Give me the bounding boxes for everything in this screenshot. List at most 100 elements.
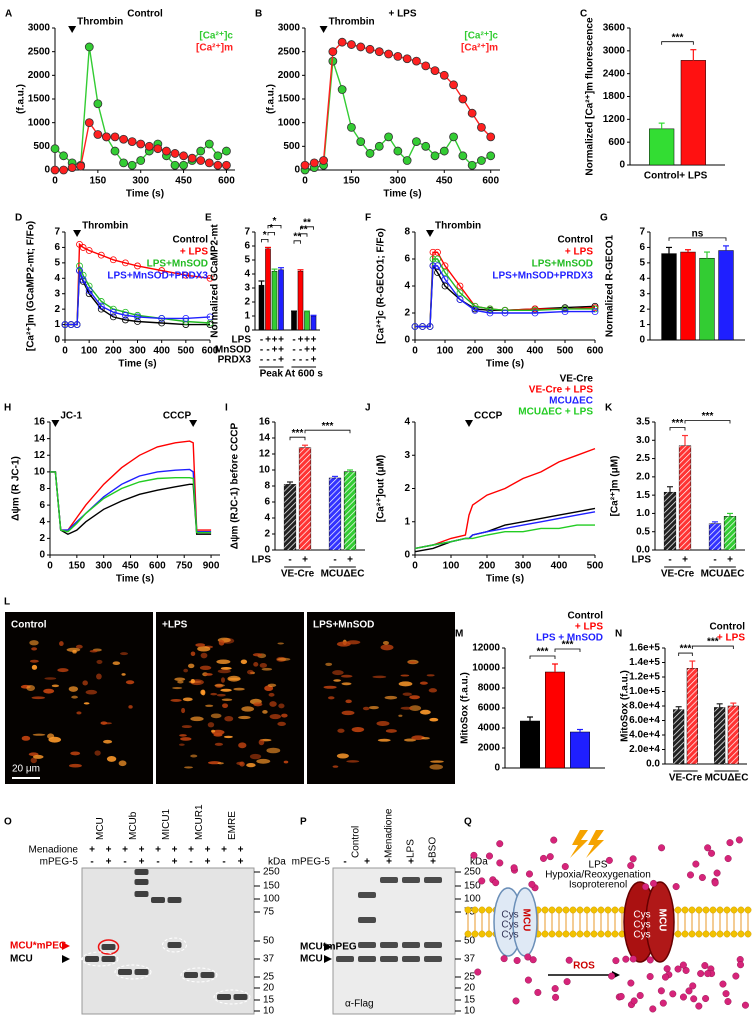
data-point	[170, 149, 180, 158]
x-tick-label: 100	[437, 346, 454, 357]
y-tick-label: 12000	[472, 643, 500, 654]
x-axis-label: Time (s)	[486, 574, 524, 585]
y-tick-label: 8000	[478, 683, 501, 694]
band	[424, 956, 442, 962]
y-tick-label: 2	[39, 533, 45, 544]
ladder-label: 150	[263, 881, 280, 892]
residue-label: Cys	[501, 920, 518, 931]
lipid-head	[478, 906, 486, 914]
group-label: VE-Cre	[281, 569, 315, 580]
band-label: MCU	[10, 954, 33, 965]
bar-hatch	[329, 478, 341, 550]
significance-label: ***	[672, 32, 684, 43]
sign: +	[172, 845, 178, 856]
bar-hatch	[679, 445, 691, 550]
lipid-head	[569, 906, 577, 914]
event-marker	[73, 230, 82, 237]
y-tick-label: 1.5	[636, 490, 650, 501]
ladder-label: 37	[263, 954, 275, 965]
series-line	[414, 524, 595, 550]
y-tick-label: 12	[259, 449, 271, 460]
band-arrow	[62, 942, 70, 950]
calcium-ion	[657, 987, 665, 995]
mito-signal	[277, 657, 291, 661]
y-tick-label: 6	[639, 242, 645, 253]
bar	[297, 270, 304, 331]
significance-label: **	[303, 217, 311, 228]
legend-entry: [Ca²⁺]m	[196, 43, 233, 54]
data-point	[374, 141, 384, 151]
y-tick-label: 500	[33, 141, 50, 152]
band	[167, 942, 182, 948]
event-label: Thrombin	[329, 17, 375, 28]
sign: +	[139, 857, 145, 868]
mito-signal	[385, 729, 397, 733]
mito-signal	[336, 753, 349, 759]
data-point	[477, 156, 486, 165]
lipid-head	[576, 930, 584, 938]
mito-signal	[240, 659, 248, 665]
mito-signal	[190, 679, 195, 684]
lipid-head	[583, 906, 591, 914]
data-point	[158, 267, 166, 274]
data-point	[84, 118, 94, 128]
data-point	[319, 156, 328, 165]
mito-signal	[94, 750, 101, 756]
calcium-ion	[550, 836, 558, 844]
data-point	[421, 141, 431, 151]
x-tick-label: 300	[515, 561, 532, 572]
lipid-head	[730, 930, 738, 938]
mito-signal	[223, 735, 233, 739]
antibody-label: α-Flag	[345, 999, 374, 1010]
group-label: MCUΔEC	[321, 569, 365, 580]
y-axis-label: Normalized R-GECO1	[605, 234, 616, 337]
mito-signal	[323, 685, 337, 689]
mito-signal	[21, 735, 31, 741]
mito-signal	[346, 760, 360, 763]
band	[424, 877, 442, 883]
y-tick-label: 2000	[28, 70, 51, 81]
data-point	[419, 323, 426, 330]
x-tick-label: 400	[527, 346, 544, 357]
calcium-ion	[737, 961, 745, 969]
mito-signal	[190, 716, 204, 722]
data-point	[182, 314, 190, 322]
y-tick-label: 6	[264, 497, 270, 508]
ladder-label: 15	[263, 995, 275, 1006]
y-tick-label: 5	[54, 257, 60, 268]
mito-signal	[190, 754, 198, 758]
mito-signal	[121, 673, 126, 676]
ladder-label: 25	[263, 972, 275, 983]
y-tick-label: 1	[244, 311, 250, 322]
data-point	[109, 308, 117, 316]
mito-signal	[224, 715, 234, 722]
calcium-ion	[679, 993, 687, 1001]
band-label: MCU	[300, 954, 323, 965]
data-point	[196, 156, 206, 165]
sign: -	[343, 857, 346, 868]
y-tick-label: 16	[259, 417, 271, 428]
sign: -	[266, 345, 269, 356]
data-point	[158, 314, 166, 322]
y-tick-label: 2.5	[636, 453, 650, 464]
data-point	[222, 160, 231, 170]
panel-letter: E	[205, 213, 212, 224]
calcium-ion	[513, 957, 521, 965]
x-tick-label: 600	[149, 561, 166, 572]
data-point	[93, 130, 103, 139]
channel-label: MCU	[656, 909, 667, 932]
data-point	[85, 287, 93, 295]
mito-signal	[44, 677, 57, 680]
calcium-ion	[650, 879, 658, 887]
significance-bracket	[289, 436, 306, 441]
residue-label: Cys	[501, 930, 518, 941]
lipid-head	[541, 906, 549, 914]
ladder-label: 100	[464, 894, 481, 905]
y-tick-label: 1	[54, 319, 60, 330]
data-point	[486, 151, 496, 161]
data-point	[179, 160, 188, 170]
data-point	[50, 165, 60, 175]
y-tick-label: 2	[404, 308, 410, 319]
mito-signal	[333, 679, 341, 682]
sign: +	[265, 335, 271, 346]
